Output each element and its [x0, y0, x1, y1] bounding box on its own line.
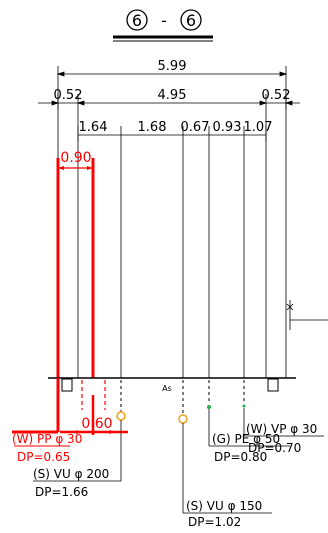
dim-right-offset-label: 0.52	[262, 88, 291, 103]
pipe-label-vp30: (W) VP φ 30	[246, 422, 317, 436]
dim-overall: 5.99	[56, 59, 288, 80]
title-circle-right	[180, 9, 202, 31]
dim-row-2: 0.52 4.95 0.52	[38, 88, 300, 110]
dim-left-offset-label: 0.52	[54, 88, 83, 103]
pipe-markers	[116, 380, 246, 424]
dim-overall-label: 5.99	[158, 59, 187, 74]
pipe-depth-vu200: DP=1.66	[35, 485, 88, 499]
pipe-label-pp30: (W) PP φ 30	[12, 432, 82, 446]
pipe-label-vu150: (S) VU φ 150	[186, 499, 262, 513]
red-dim-top-label: 0.90	[60, 150, 91, 166]
dim-d5-label: 1.07	[244, 120, 273, 135]
ground-label: As	[162, 384, 172, 393]
base-boxes	[61, 378, 279, 392]
title-dash: -	[161, 11, 167, 30]
dim-row-3: 1.64 1.68 0.67 0.93 1.07	[77, 120, 273, 142]
dim-d2-label: 1.68	[138, 120, 167, 135]
red-bottom-dim: 0.60	[60, 395, 128, 435]
pipe-depth-pe50: DP=0.80	[214, 450, 267, 464]
title-circle-left	[126, 9, 148, 31]
dim-d3-label: 0.67	[181, 120, 210, 135]
pipe-marker-vp30	[242, 404, 246, 408]
pipe-depth-vu150: DP=1.02	[188, 515, 241, 529]
pipe-marker-vu150	[178, 414, 188, 424]
title-right-number: 6	[186, 11, 196, 30]
section-title: 6 - 6	[113, 9, 213, 42]
dim-d1-label: 1.64	[79, 120, 108, 135]
pipe-marker-vu200	[116, 411, 126, 421]
pipe-depth-pp30: DP=0.65	[17, 450, 70, 464]
pipe-depth-vp30: DP=0.70	[248, 441, 301, 455]
pipe-label-vu200: (S) VU φ 200	[33, 467, 109, 481]
pipe-labels: (W) PP φ 30 DP=0.65 (S) VU φ 200 DP=1.66…	[12, 378, 324, 529]
red-dashed-lines	[81, 380, 106, 410]
red-dim-bottom-label: 0.60	[81, 416, 112, 432]
right-side-feature	[286, 300, 328, 330]
dim-d4-label: 0.93	[213, 120, 242, 135]
pipe-marker-pe50	[207, 405, 211, 409]
title-left-number: 6	[132, 11, 142, 30]
red-pipe-lines: 0.90	[56, 150, 95, 378]
structure-lines	[57, 80, 287, 378]
dim-inner-span-label: 4.95	[158, 88, 187, 103]
pipe-label-pe50: (G) PE φ 50	[212, 432, 280, 446]
